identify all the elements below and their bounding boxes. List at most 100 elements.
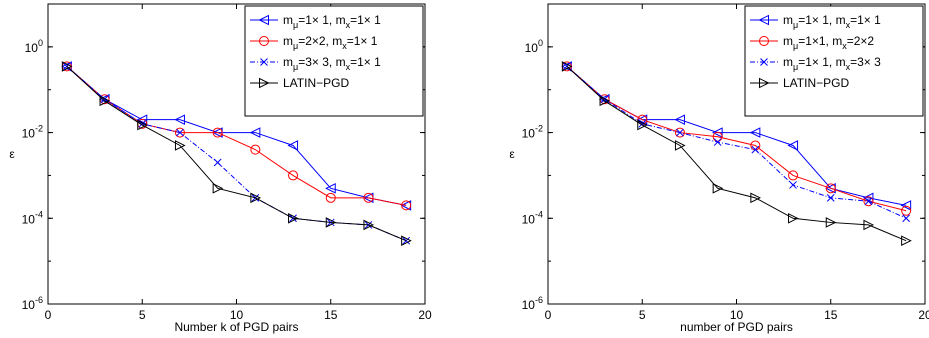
legend-entry: mμ=1× 1, mx=3× 3 (783, 55, 881, 72)
data-point (862, 192, 874, 204)
data-point (325, 217, 337, 228)
legend-marker (758, 14, 769, 26)
data-point (712, 131, 723, 142)
x-tick-label: 10 (230, 308, 244, 322)
data-point (401, 235, 412, 247)
legend-marker (260, 58, 268, 66)
legend-entry: LATIN−PGD (783, 76, 849, 90)
legend: mμ=1× 1, mx=1× 1 mμ=2×2, mx=1× 1 mμ=3× 3, … (244, 5, 424, 117)
legend-box (244, 5, 424, 117)
data-point (713, 138, 722, 146)
y-tick-label: 10-2 (522, 124, 543, 141)
data-point (213, 158, 222, 167)
data-point (174, 114, 185, 125)
data-point (825, 217, 837, 228)
data-point (250, 192, 261, 204)
data-point (250, 144, 261, 155)
legend-marker (259, 36, 269, 46)
legend-marker (259, 77, 270, 89)
data-point (212, 183, 224, 194)
y-tick-label: 10-6 (522, 295, 543, 312)
data-point (712, 183, 724, 194)
x-tick-label: 10 (730, 308, 744, 322)
legend-entry: mμ=1× 1, mx=1× 1 (783, 13, 881, 30)
y-tick-label: 100 (525, 38, 543, 55)
series-line (566, 66, 907, 242)
data-point (363, 219, 375, 231)
data-point (288, 170, 299, 181)
x-tick-label: 20 (418, 308, 432, 322)
data-point (901, 205, 912, 216)
legend-entry: LATIN−PGD (283, 76, 349, 90)
data-point (363, 192, 374, 203)
series-line (566, 66, 907, 219)
chart-panel-2: 0 5 10 15 20 100 10-2 10-4 10-6 number of PGD pai… (509, 3, 929, 334)
x-tick-label: 5 (639, 308, 646, 322)
legend-entry: mμ=1×1, mx=2×2 (783, 34, 874, 51)
series-line (566, 66, 907, 212)
data-point (750, 192, 761, 204)
data-point (863, 196, 874, 207)
data-point (825, 183, 836, 194)
series-4 (61, 61, 412, 247)
data-point (174, 140, 186, 151)
data-point (212, 127, 223, 138)
data-point (751, 145, 760, 154)
data-point (864, 197, 873, 206)
data-point (287, 140, 299, 151)
data-point (402, 236, 411, 245)
data-point (136, 114, 148, 125)
data-point (863, 219, 875, 231)
series-4 (561, 61, 912, 247)
chart-panel-1: 0 5 10 15 20 100 10-2 10-4 10-6 Number k of PGD p… (9, 3, 432, 334)
legend-entry: mμ=2×2, mx=1× 1 (283, 34, 378, 51)
y-axis-label: ε (9, 147, 15, 161)
x-tick-label: 0 (545, 308, 552, 322)
data-point (325, 183, 336, 194)
x-axis-label: Number k of PGD pairs (174, 320, 298, 334)
x-tick-label: 5 (139, 308, 146, 322)
x-tick-label: 0 (45, 308, 52, 322)
data-point (674, 127, 685, 138)
legend: mμ=1× 1, mx=1× 1 mμ=1×1, mx=2×2 mμ=1× 1, m… (744, 5, 924, 117)
data-point (787, 140, 799, 151)
data-point (61, 61, 73, 72)
data-point (900, 200, 912, 211)
y-tick-label: 10-2 (22, 124, 43, 141)
data-point (901, 235, 912, 247)
legend-marker (258, 14, 269, 26)
legend-entry: mμ=1× 1, mx=1× 1 (283, 13, 381, 30)
data-point (749, 127, 761, 138)
series-3 (562, 62, 911, 223)
data-point (674, 140, 686, 151)
data-point (674, 114, 685, 125)
data-point (788, 212, 799, 224)
legend-marker (759, 77, 770, 89)
x-tick-label: 20 (918, 308, 929, 322)
data-point (561, 61, 573, 72)
data-point (676, 128, 684, 137)
data-point (288, 212, 299, 224)
data-point (902, 214, 911, 223)
data-point (401, 200, 412, 211)
y-tick-label: 100 (25, 38, 43, 55)
data-point (599, 95, 611, 107)
y-axis-label: ε (509, 147, 515, 161)
series-line (66, 66, 407, 242)
data-point (712, 127, 723, 138)
y-tick-label: 10-4 (522, 209, 543, 226)
data-point (325, 192, 336, 203)
data-point (789, 181, 797, 189)
x-tick-label: 15 (324, 308, 338, 322)
legend-marker (759, 36, 769, 46)
data-point (137, 119, 148, 131)
y-tick-label: 10-6 (22, 295, 43, 312)
data-point (788, 170, 799, 181)
legend-entry: mμ=3× 3, mx=1× 1 (283, 55, 381, 72)
x-tick-label: 15 (824, 308, 838, 322)
data-point (826, 193, 835, 202)
data-point (99, 95, 111, 107)
data-point (249, 127, 261, 138)
data-point (176, 128, 184, 137)
